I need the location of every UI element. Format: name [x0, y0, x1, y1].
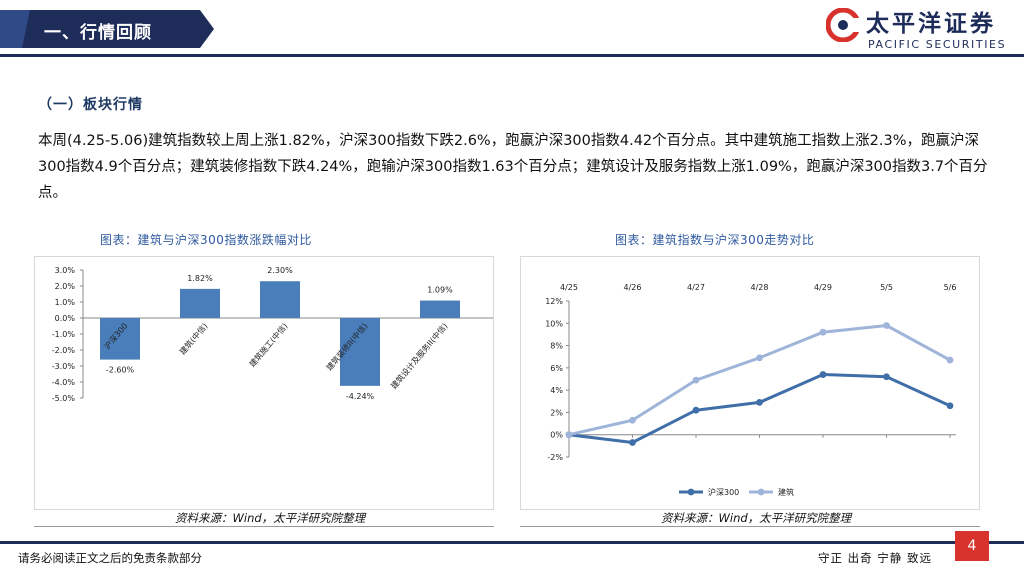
- series-point: [629, 439, 636, 446]
- series-point: [629, 416, 636, 424]
- series-point: [819, 328, 827, 336]
- series-point: [946, 356, 954, 364]
- subsection-title: （一）板块行情: [38, 97, 143, 113]
- x-tick-label: 4/27: [687, 283, 705, 292]
- disclaimer-note: 请务必阅读正文之后的免责条款部分: [18, 551, 202, 565]
- x-tick-label: 4/26: [624, 283, 642, 292]
- bar-chart-panel: 3.0% 2.0% 1.0% 0.0% -1.0% -2.0% -3.0% -4.0% -5.0…: [34, 256, 494, 510]
- series-point: [692, 376, 700, 384]
- y-tick-label: 4%: [550, 386, 563, 395]
- bar: [180, 288, 220, 318]
- series-line: [568, 373, 951, 445]
- legend-label: 建筑: [778, 487, 794, 497]
- line-chart-caption: 图表：建筑指数与沪深300走势对比: [615, 233, 815, 247]
- y-tick-label: 0.0%: [55, 314, 76, 323]
- summary-paragraph: 本周(4.25-5.06)建筑指数较上周上涨1.82%，沪深300指数下跌2.6…: [38, 133, 988, 201]
- line-chart-source: 资料来源：Wind，太平洋研究院整理: [661, 511, 852, 525]
- pacific-securities-logo-icon: [826, 8, 860, 42]
- x-tick-label: 建筑施工(中信): [247, 321, 290, 369]
- legend-marker: [757, 488, 765, 496]
- bar-chart-source: 资料来源：Wind，太平洋研究院整理: [175, 511, 366, 525]
- y-tick-label: 6%: [550, 364, 563, 373]
- bar-chart: 3.0% 2.0% 1.0% 0.0% -1.0% -2.0% -3.0% -4.0% -5.0…: [52, 266, 493, 403]
- source-divider: [520, 526, 980, 527]
- bar: [420, 300, 460, 318]
- bar: [340, 318, 380, 386]
- section-banner: [0, 10, 214, 48]
- bar-value-label: -2.60%: [106, 366, 135, 375]
- x-tick-label: 5/5: [880, 283, 893, 292]
- brand-name-cn: 太平洋证券: [866, 11, 996, 37]
- x-tick-label: 5/6: [944, 283, 957, 292]
- section-title: 一、行情回顾: [44, 23, 152, 43]
- source-divider: [34, 526, 494, 527]
- bar: [100, 318, 140, 360]
- series-point: [883, 373, 890, 381]
- series-point: [883, 322, 890, 329]
- x-tick-label: 建筑设计及服务II(中信): [389, 321, 450, 391]
- y-tick-label: 3.0%: [55, 266, 76, 275]
- y-tick-label: -1.0%: [52, 330, 76, 339]
- legend-marker: [687, 488, 695, 496]
- footer-divider: [0, 541, 1024, 544]
- page-number: 4: [955, 531, 989, 561]
- y-tick-label: 1.0%: [55, 298, 76, 307]
- series-point: [692, 406, 700, 414]
- x-tick-label: 建筑(中信): [177, 321, 209, 357]
- y-tick-label: -3.0%: [52, 362, 76, 371]
- x-tick-label: 4/28: [751, 283, 769, 292]
- bar-value-label: -4.24%: [346, 392, 375, 401]
- company-motto: 守正 出奇 宁静 致远: [818, 551, 932, 565]
- bar: [260, 281, 300, 318]
- y-tick-label: 2.0%: [55, 282, 76, 291]
- series-point: [946, 402, 954, 410]
- line-chart-panel: 12% 10% 8% 6% 4% 2% 0% -2% 4/25 4/26 4/27 4/28 4/29 5…: [520, 256, 980, 510]
- x-tick-label: 4/29: [814, 283, 832, 292]
- series-point: [819, 371, 827, 378]
- header-divider: [0, 54, 1024, 57]
- series-point: [756, 399, 763, 406]
- y-tick-label: -4.0%: [52, 378, 76, 387]
- y-tick-label: -2.0%: [52, 346, 76, 355]
- series-point: [565, 431, 573, 439]
- x-tick-label: 4/25: [560, 283, 578, 292]
- legend-label: 沪深300: [708, 487, 739, 497]
- y-tick-label: -5.0%: [52, 394, 76, 403]
- y-tick-label: 0%: [550, 431, 563, 440]
- y-tick-label: -2%: [547, 453, 563, 462]
- bar-chart-caption: 图表：建筑与沪深300指数涨跌幅对比: [100, 233, 312, 247]
- brand-name-en: PACIFIC SECURITIES: [868, 38, 1007, 51]
- y-tick-label: 2%: [550, 408, 563, 417]
- y-tick-label: 12%: [545, 297, 563, 306]
- line-chart: 12% 10% 8% 6% 4% 2% 0% -2% 4/25 4/26 4/27 4/28 4/29 5…: [545, 283, 957, 497]
- y-tick-label: 8%: [550, 342, 563, 351]
- bar-value-label: 1.09%: [427, 286, 453, 295]
- bar-value-label: 2.30%: [267, 266, 293, 275]
- bar-value-label: 1.82%: [187, 274, 213, 283]
- y-tick-label: 10%: [545, 319, 563, 328]
- series-point: [756, 354, 763, 362]
